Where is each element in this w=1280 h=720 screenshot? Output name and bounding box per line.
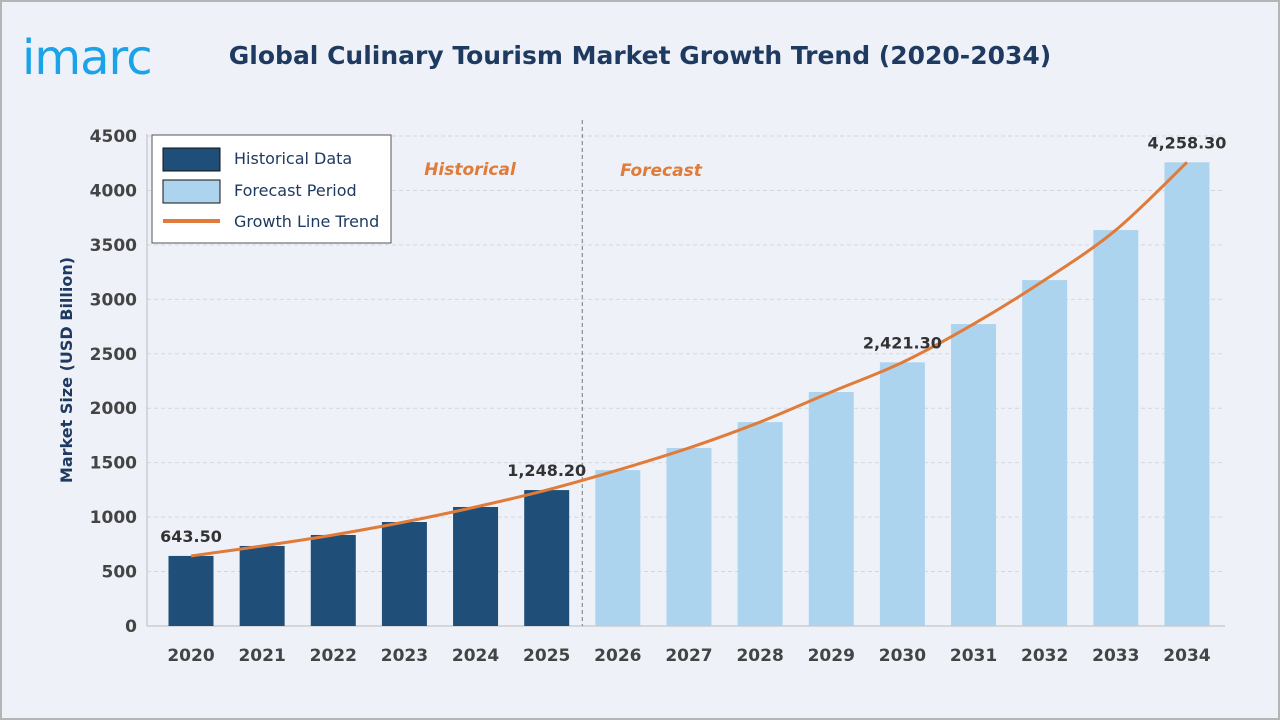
y-tick-label: 4000: [90, 181, 137, 201]
bar-2033: [1093, 230, 1139, 626]
y-tick-label: 3500: [90, 236, 137, 256]
x-tick-label: 2033: [1092, 646, 1139, 666]
y-tick-label: 0: [125, 617, 137, 637]
x-tick-label: 2025: [523, 646, 570, 666]
y-tick-label: 2500: [90, 345, 137, 365]
y-tick-label: 500: [102, 563, 138, 583]
data-label-2020: 643.50: [160, 527, 222, 546]
bar-2031: [951, 324, 997, 626]
x-tick-label: 2023: [381, 646, 428, 666]
y-axis-label: Market Size (USD Billion): [57, 257, 76, 483]
x-tick-label: 2030: [879, 646, 926, 666]
legend: Historical Data Forecast Period Growth L…: [151, 134, 392, 244]
legend-swatch-historical: [162, 147, 221, 172]
x-tick-label: 2020: [167, 646, 214, 666]
bar-2028: [737, 422, 783, 626]
bar-2021: [239, 545, 285, 626]
legend-swatch-forecast: [162, 179, 221, 204]
x-tick-label: 2027: [665, 646, 712, 666]
data-label-2034: 4,258.30: [1147, 133, 1226, 152]
bar-2027: [666, 447, 712, 626]
x-tick-label: 2024: [452, 646, 499, 666]
data-label-2025: 1,248.20: [507, 461, 586, 480]
growth-trend-line: [190, 161, 1188, 558]
bar-2032: [1022, 280, 1068, 626]
y-tick-label: 3000: [90, 290, 137, 310]
bar-2034: [1164, 162, 1210, 626]
x-tick-label: 2034: [1163, 646, 1210, 666]
bar-2022: [310, 534, 356, 626]
legend-label-forecast: Forecast Period: [234, 181, 357, 200]
x-tick-label: 2028: [736, 646, 783, 666]
bar-2030: [879, 362, 925, 626]
annotation-forecast: Forecast: [620, 161, 703, 181]
y-tick-label: 1500: [90, 454, 137, 474]
logo: imarc: [22, 30, 152, 86]
legend-label-historical: Historical Data: [234, 149, 352, 168]
y-tick-label: 4500: [90, 127, 137, 147]
x-tick-label: 2021: [238, 646, 285, 666]
y-tick-label: 1000: [90, 508, 137, 528]
x-tick-label: 2031: [950, 646, 997, 666]
bar-2026: [595, 470, 641, 626]
data-label-2030: 2,421.30: [863, 333, 942, 352]
x-tick-label: 2032: [1021, 646, 1068, 666]
chart-title: Global Culinary Tourism Market Growth Tr…: [229, 41, 1051, 70]
bar-2025: [524, 490, 570, 626]
bar-2020: [168, 555, 214, 626]
legend-label-line: Growth Line Trend: [234, 212, 379, 231]
bar-2029: [808, 391, 854, 626]
annotation-historical: Historical: [424, 160, 517, 180]
x-tick-label: 2026: [594, 646, 641, 666]
bar-2023: [381, 522, 427, 626]
y-tick-label: 2000: [90, 399, 137, 419]
x-tick-label: 2029: [808, 646, 855, 666]
x-tick-label: 2022: [310, 646, 357, 666]
bar-2024: [453, 506, 499, 626]
